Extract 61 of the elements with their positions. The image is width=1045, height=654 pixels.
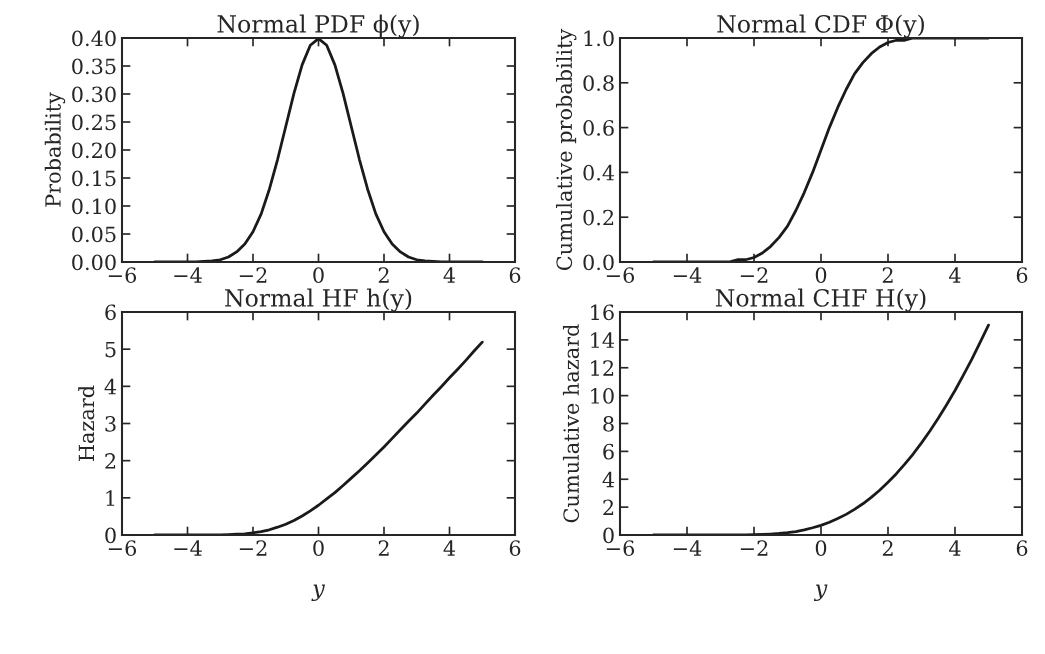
x-tick-label: 6 [509,267,521,283]
y-tick-label: 8 [603,415,614,432]
x-tick-label: −2 [239,267,267,283]
y-tick-label: 12 [591,360,614,376]
x-tick-label: −2 [239,540,267,556]
x-axis-title: y [813,584,828,601]
y-axis-title: Cumulative probability [555,28,577,271]
x-tick-label: 4 [443,540,456,556]
chart-title: Normal CHF H(y) [715,288,926,312]
y-tick-label: 0.15 [72,170,116,187]
y-tick-label: 2 [105,453,116,469]
chart-title: Normal HF h(y) [225,288,412,312]
y-axis-title: Hazard [78,385,95,461]
x-tick-label: 4 [949,540,961,556]
x-tick-label: 6 [1016,267,1028,283]
x-tick-label: −4 [673,540,702,556]
x-tick-label: 0 [313,267,324,283]
x-tick-label: 2 [882,540,893,556]
x-tick-label: 0 [313,540,324,556]
x-tick-label: −2 [740,540,768,556]
y-tick-label: 0.2 [583,209,614,226]
x-tick-label: 6 [509,540,521,556]
y-tick-label: 2 [603,499,614,516]
x-tick-label: 2 [378,267,389,283]
x-tick-label: −4 [174,267,202,283]
y-tick-label: 1.0 [584,30,614,47]
y-tick-label: 0.40 [72,30,116,47]
x-tick-label: 6 [1016,540,1028,556]
x-tick-label: 2 [882,267,893,283]
chart-title: Normal PDF ϕ(y) [217,14,419,38]
x-tick-label: −4 [673,267,702,283]
y-tick-label: 0.6 [583,120,614,136]
y-tick-label: 0.20 [72,142,116,159]
x-tick-label: 4 [443,267,456,283]
x-tick-label: 2 [378,540,389,556]
y-tick-label: 5 [105,341,116,358]
y-tick-label: 10 [591,388,614,404]
y-axis-title: Cumulative hazard [562,324,580,523]
x-tick-label: −4 [174,540,202,556]
y-tick-label: 4 [602,471,615,488]
x-axis-title: y [311,584,325,601]
y-axis-title: Probability [44,92,66,207]
x-tick-label: 0 [815,540,827,556]
y-tick-label: 6 [105,304,116,321]
y-tick-label: 3 [105,415,116,432]
y-tick-label: 1 [106,490,115,506]
y-tick-label: 6 [603,443,614,460]
x-tick-label: −2 [740,267,768,283]
y-tick-label: 0.4 [583,164,615,181]
chart-title: Normal CDF Φ(y) [717,14,924,38]
y-tick-label: 0.05 [72,226,116,243]
y-tick-label: 16 [591,304,614,321]
y-tick-label: 0.25 [72,114,116,131]
x-tick-label: 0 [815,267,827,283]
y-tick-label: 0.30 [72,86,116,103]
y-tick-label: 0.35 [72,58,116,75]
y-tick-label: 0.10 [72,198,116,215]
x-tick-label: 4 [949,267,961,283]
y-tick-label: 0.8 [583,75,614,92]
y-tick-label: 14 [591,332,615,348]
y-tick-label: 4 [104,378,117,395]
